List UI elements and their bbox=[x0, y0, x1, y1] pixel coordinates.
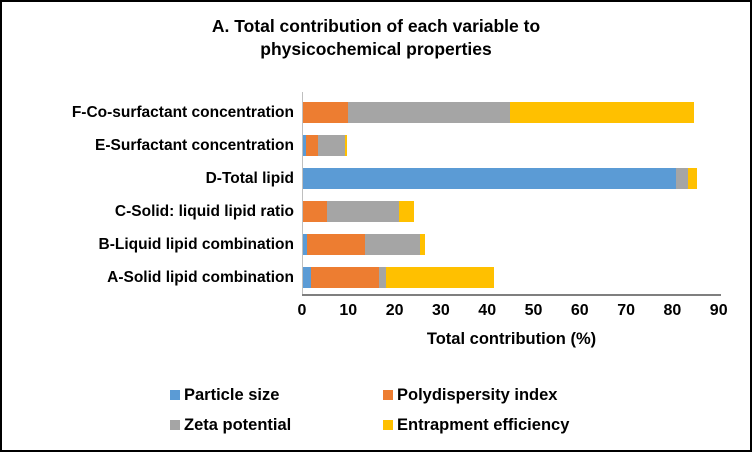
x-tick-label: 40 bbox=[478, 302, 497, 319]
bar-segment bbox=[687, 168, 697, 189]
x-tick-label: 0 bbox=[297, 302, 307, 319]
bar-segment bbox=[676, 168, 688, 189]
legend-item: Entrapment efficiency bbox=[383, 415, 569, 435]
category-label: F-Co-surfactant concentration bbox=[71, 104, 294, 121]
legend-item: Particle size bbox=[170, 385, 383, 405]
legend-label: Entrapment efficiency bbox=[397, 415, 570, 434]
y-axis-line bbox=[302, 92, 303, 295]
x-tick-label: 70 bbox=[617, 302, 635, 319]
bar-segment bbox=[365, 234, 421, 255]
legend-swatch-icon bbox=[383, 390, 393, 400]
x-tick-label: 50 bbox=[524, 302, 543, 319]
bar-segment bbox=[303, 267, 311, 288]
bar-segment bbox=[420, 234, 425, 255]
bar-row bbox=[303, 135, 348, 156]
chart-title-line1: A. Total contribution of each variable t… bbox=[211, 16, 541, 36]
x-tick-label: 30 bbox=[431, 302, 450, 319]
bar-segment bbox=[303, 234, 307, 255]
x-tick-label: 90 bbox=[709, 302, 728, 319]
chart-title: A. Total contribution of each variable t… bbox=[2, 15, 750, 61]
legend-swatch-icon bbox=[170, 390, 180, 400]
bar-segment bbox=[509, 102, 694, 123]
legend-item: Zeta potential bbox=[170, 415, 383, 435]
legend-label: Polydispersity index bbox=[397, 385, 558, 404]
bar-segment bbox=[379, 267, 386, 288]
x-axis-line bbox=[302, 294, 721, 296]
bar-row bbox=[303, 201, 415, 222]
bar-segment bbox=[326, 201, 400, 222]
bar-row bbox=[303, 168, 697, 189]
category-label: A-Solid lipid combination bbox=[107, 269, 294, 286]
category-label: C-Solid: liquid lipid ratio bbox=[114, 203, 294, 220]
chart-title-line2: physicochemical properties bbox=[260, 39, 492, 59]
category-label: E-Surfactant concentration bbox=[95, 137, 294, 154]
bar-row bbox=[303, 234, 425, 255]
bar-segment bbox=[317, 135, 346, 156]
x-axis-title: Total contribution (%) bbox=[426, 330, 597, 348]
x-tick-label: 80 bbox=[663, 302, 682, 319]
x-tick-label: 20 bbox=[385, 302, 404, 319]
category-label: B-Liquid lipid combination bbox=[98, 236, 294, 253]
x-tick-label: 10 bbox=[339, 302, 358, 319]
bar-segment bbox=[399, 201, 415, 222]
bar-segment bbox=[345, 135, 348, 156]
legend-item: Polydispersity index bbox=[383, 385, 569, 405]
bar-segment bbox=[303, 135, 306, 156]
bar-segment bbox=[303, 168, 677, 189]
x-tick-label: 60 bbox=[570, 302, 589, 319]
legend-label: Particle size bbox=[184, 385, 280, 404]
bar-row bbox=[303, 102, 694, 123]
bar-segment bbox=[310, 267, 380, 288]
legend-swatch-icon bbox=[170, 420, 180, 430]
category-label: D-Total lipid bbox=[205, 170, 294, 187]
bar-segment bbox=[303, 201, 327, 222]
legend-swatch-icon bbox=[383, 420, 393, 430]
bar-row bbox=[303, 267, 495, 288]
bar-segment bbox=[385, 267, 495, 288]
bar-segment bbox=[303, 102, 348, 123]
legend: Particle size Polydispersity index Zeta po… bbox=[170, 385, 569, 435]
bar-segment bbox=[306, 234, 366, 255]
bar-segment bbox=[347, 102, 510, 123]
legend-label: Zeta potential bbox=[184, 415, 292, 434]
bar-segment bbox=[305, 135, 318, 156]
